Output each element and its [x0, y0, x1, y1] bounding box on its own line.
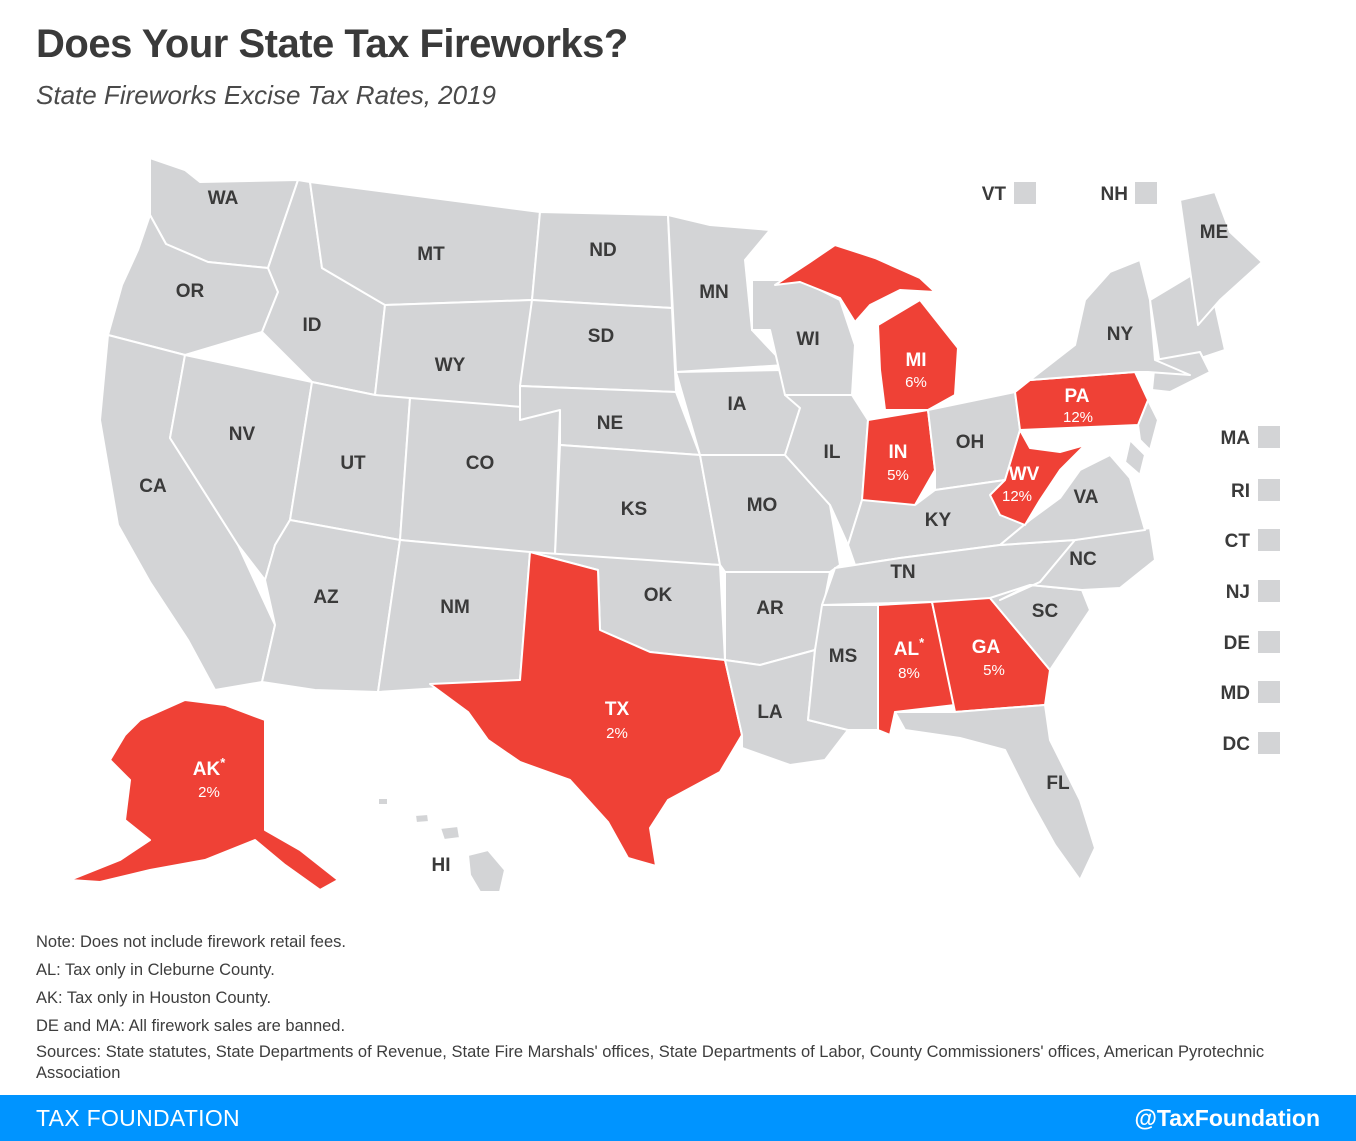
state-label-ny: NY — [1107, 324, 1134, 345]
note-al: AL: Tax only in Cleburne County. — [36, 961, 275, 979]
state-co[interactable] — [399, 397, 561, 556]
state-label-ia: IA — [728, 394, 747, 415]
footer-brand[interactable]: TAX FOUNDATION — [36, 1105, 240, 1131]
state-rate-al: 8% — [898, 665, 920, 682]
state-box-ri[interactable] — [1258, 479, 1280, 501]
state-label-ca: CA — [139, 476, 167, 497]
state-label-il: IL — [824, 442, 841, 463]
state-label-ut: UT — [340, 453, 366, 474]
state-box-label-nj: NJ — [1226, 582, 1250, 603]
state-box-label-dc: DC — [1223, 734, 1251, 755]
state-fl[interactable] — [894, 704, 1096, 881]
state-label-hi: HI — [432, 855, 451, 876]
state-label-wi: WI — [796, 329, 819, 350]
state-box-nh[interactable] — [1135, 182, 1157, 204]
state-label-co: CO — [466, 453, 495, 474]
state-ny[interactable] — [1029, 259, 1191, 381]
state-label-mn: MN — [699, 282, 729, 303]
state-label-nd: ND — [589, 240, 616, 261]
note-ak: AK: Tax only in Houston County. — [36, 989, 272, 1007]
us-map: WA OR CA NV ID MT WY UT AZ CO NM ND SD NE KS OK TX 2% MN IA… — [69, 157, 1280, 893]
state-nc[interactable] — [999, 527, 1156, 601]
state-box-label-ri: RI — [1231, 481, 1250, 502]
state-box-ct[interactable] — [1258, 529, 1280, 551]
state-box-label-de: DE — [1224, 633, 1250, 654]
state-wv[interactable] — [989, 429, 1086, 526]
state-label-wa: WA — [208, 188, 239, 209]
state-box-label-ma: MA — [1220, 428, 1250, 449]
state-rate-ak: 2% — [198, 784, 220, 801]
state-label-ms: MS — [829, 646, 858, 667]
state-ms[interactable] — [807, 604, 879, 731]
sources-note: Sources: State statutes, State Departmen… — [36, 1043, 1265, 1082]
state-label-nm: NM — [440, 597, 470, 618]
map-subtitle: State Fireworks Excise Tax Rates, 2019 — [36, 80, 497, 110]
state-sc[interactable] — [989, 584, 1091, 671]
state-rate-mi: 6% — [905, 374, 927, 391]
state-label-ga: GA — [972, 637, 1001, 658]
note-banned: DE and MA: All firework sales are banned… — [36, 1017, 346, 1035]
state-label-me: ME — [1200, 222, 1229, 243]
state-ga[interactable] — [931, 597, 1051, 713]
state-box-vt[interactable] — [1014, 182, 1036, 204]
state-rate-pa: 12% — [1063, 409, 1093, 426]
state-label-or: OR — [176, 281, 205, 302]
footer-bar: TAX FOUNDATION @TaxFoundation — [0, 1095, 1356, 1141]
state-rate-wv: 12% — [1002, 488, 1032, 505]
state-label-va: VA — [1074, 487, 1099, 508]
state-box-nj[interactable] — [1258, 580, 1280, 602]
state-box-label-nh: NH — [1101, 184, 1128, 205]
state-mi[interactable] — [774, 244, 959, 411]
state-la[interactable] — [724, 649, 849, 766]
state-box-de[interactable] — [1258, 631, 1280, 653]
state-box-label-md: MD — [1220, 683, 1250, 704]
state-box-ma[interactable] — [1258, 426, 1280, 448]
state-label-fl: FL — [1046, 773, 1070, 794]
state-label-sd: SD — [588, 326, 614, 347]
state-label-mt: MT — [417, 244, 445, 265]
state-label-ok: OK — [644, 585, 673, 606]
notes-section: Note: Does not include firework retail f… — [36, 928, 1326, 1084]
state-box-label-ct: CT — [1225, 531, 1251, 552]
note-retail-fees: Note: Does not include firework retail f… — [36, 933, 346, 951]
state-label-oh: OH — [956, 432, 985, 453]
state-label-id: ID — [303, 315, 322, 336]
state-label-mi: MI — [905, 350, 926, 371]
state-label-az: AZ — [313, 587, 339, 608]
state-label-ky: KY — [925, 510, 952, 531]
state-label-tn: TN — [890, 562, 915, 583]
state-label-wv: WV — [1009, 464, 1040, 485]
state-box-md[interactable] — [1258, 681, 1280, 703]
state-hi[interactable] — [377, 797, 506, 893]
state-va[interactable] — [999, 454, 1146, 546]
state-rate-in: 5% — [887, 467, 909, 484]
state-box-label-vt: VT — [982, 184, 1007, 205]
state-label-pa: PA — [1065, 386, 1090, 407]
state-label-in: IN — [889, 442, 908, 463]
state-me[interactable] — [1179, 191, 1263, 326]
state-label-nc: NC — [1069, 549, 1097, 570]
state-label-mo: MO — [747, 495, 778, 516]
state-rate-tx: 2% — [606, 725, 628, 742]
state-label-sc: SC — [1032, 601, 1059, 622]
state-label-wy: WY — [435, 355, 466, 376]
state-label-ne: NE — [597, 413, 623, 434]
footer-handle[interactable]: @TaxFoundation — [1134, 1105, 1320, 1131]
state-rate-ga: 5% — [983, 662, 1005, 679]
state-box-dc[interactable] — [1258, 732, 1280, 754]
state-region-extra-3 — [1124, 439, 1146, 476]
state-label-ks: KS — [621, 499, 647, 520]
map-title: Does Your State Tax Fireworks? — [36, 22, 628, 66]
state-label-tx: TX — [605, 699, 630, 720]
state-label-ar: AR — [756, 598, 784, 619]
state-label-la: LA — [757, 702, 783, 723]
state-ak[interactable] — [69, 699, 339, 891]
state-label-nv: NV — [229, 424, 256, 445]
